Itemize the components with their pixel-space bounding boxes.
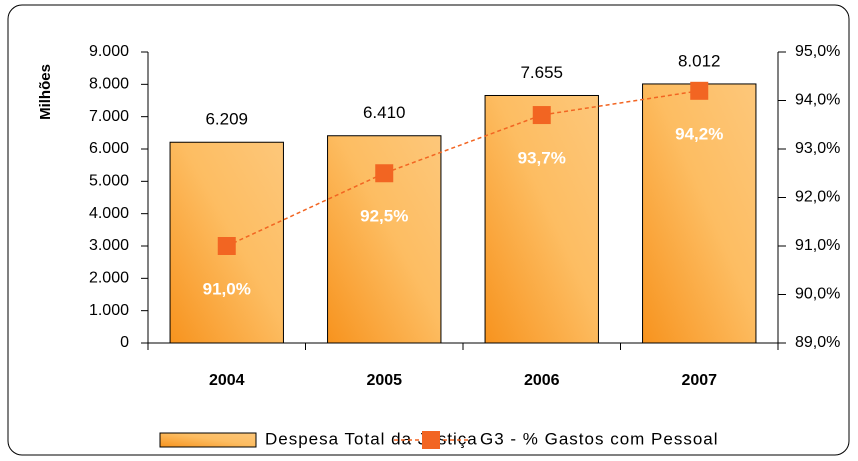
x-tick-label: 2007 — [681, 372, 717, 389]
line-marker — [532, 106, 551, 125]
y2-tick-label: 90,0% — [795, 286, 840, 303]
y2-tick-label: 91,0% — [795, 237, 840, 254]
bar-value-label: 7.655 — [520, 63, 563, 82]
legend-marker — [422, 431, 440, 449]
y-tick-label: 3.000 — [89, 237, 129, 254]
y-tick-label: 5.000 — [89, 173, 129, 190]
x-tick-label: 2004 — [209, 372, 245, 389]
y2-tick-label: 93,0% — [795, 140, 840, 157]
legend-swatch — [159, 432, 257, 448]
line-value-label: 92,5% — [360, 207, 408, 226]
y-tick-label: 2.000 — [89, 270, 129, 287]
legend-label: G3 - % Gastos com Pessoal — [480, 429, 719, 448]
y-axis-title: Milhões — [37, 64, 54, 120]
x-tick-label: 2006 — [524, 372, 560, 389]
bar-value-label: 8.012 — [678, 51, 721, 70]
line-marker — [217, 237, 236, 255]
y-tick-label: 0 — [120, 334, 129, 351]
line-value-label: 94,2% — [675, 124, 723, 143]
line-marker — [690, 81, 709, 100]
bar — [484, 94, 599, 344]
y-tick-label: 9.000 — [89, 43, 129, 60]
bar-value-label: 6.410 — [363, 103, 406, 122]
y2-tick-label: 89,0% — [795, 334, 840, 351]
y2-tick-label: 94,0% — [795, 92, 840, 109]
y2-tick-label: 92,0% — [795, 189, 840, 206]
legend-label: Despesa Total da Justiça — [265, 429, 478, 448]
line-value-label: 91,0% — [203, 279, 251, 298]
y-tick-label: 1.000 — [89, 302, 129, 319]
bar-value-label: 6.209 — [205, 110, 248, 129]
bar — [642, 83, 757, 344]
x-tick-label: 2005 — [366, 372, 402, 389]
line-marker — [375, 164, 394, 183]
y-tick-label: 7.000 — [89, 108, 129, 125]
y2-tick-label: 95,0% — [795, 43, 840, 60]
line-value-label: 93,7% — [518, 149, 566, 168]
line — [226, 90, 700, 247]
y-tick-label: 6.000 — [89, 140, 129, 157]
y-tick-label: 4.000 — [89, 205, 129, 222]
y-tick-label: 8.000 — [89, 76, 129, 93]
